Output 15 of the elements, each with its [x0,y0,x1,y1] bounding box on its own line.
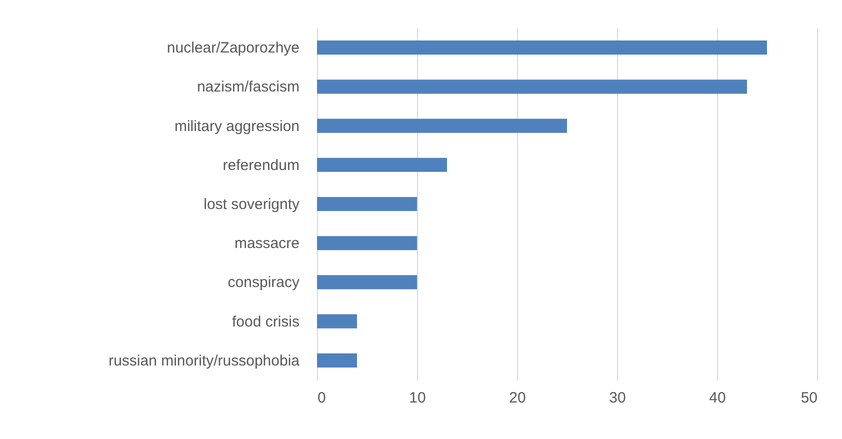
x-tick-label: 40 [709,390,726,406]
x-tick-label: 20 [509,390,526,406]
y-tick-label: massacre [234,235,300,252]
x-tick-label: 30 [609,390,626,406]
y-tick-label: food crisis [232,313,300,330]
y-tick-label: lost soverignty [204,196,300,213]
y-tick-label: conspiracy [228,274,300,292]
y-tick-label: military aggression [174,118,300,135]
x-tick-label: 0 [318,390,326,406]
x-tick-label: 10 [409,390,426,406]
y-tick-label: nuclear/Zaporozhye [166,40,300,57]
y-tick-label: nazism/fascism [196,78,300,96]
x-tick-label: 50 [800,390,818,406]
y-tick-label: russian minority/russophobia [108,352,300,370]
y-tick-label: referendum [222,156,300,174]
